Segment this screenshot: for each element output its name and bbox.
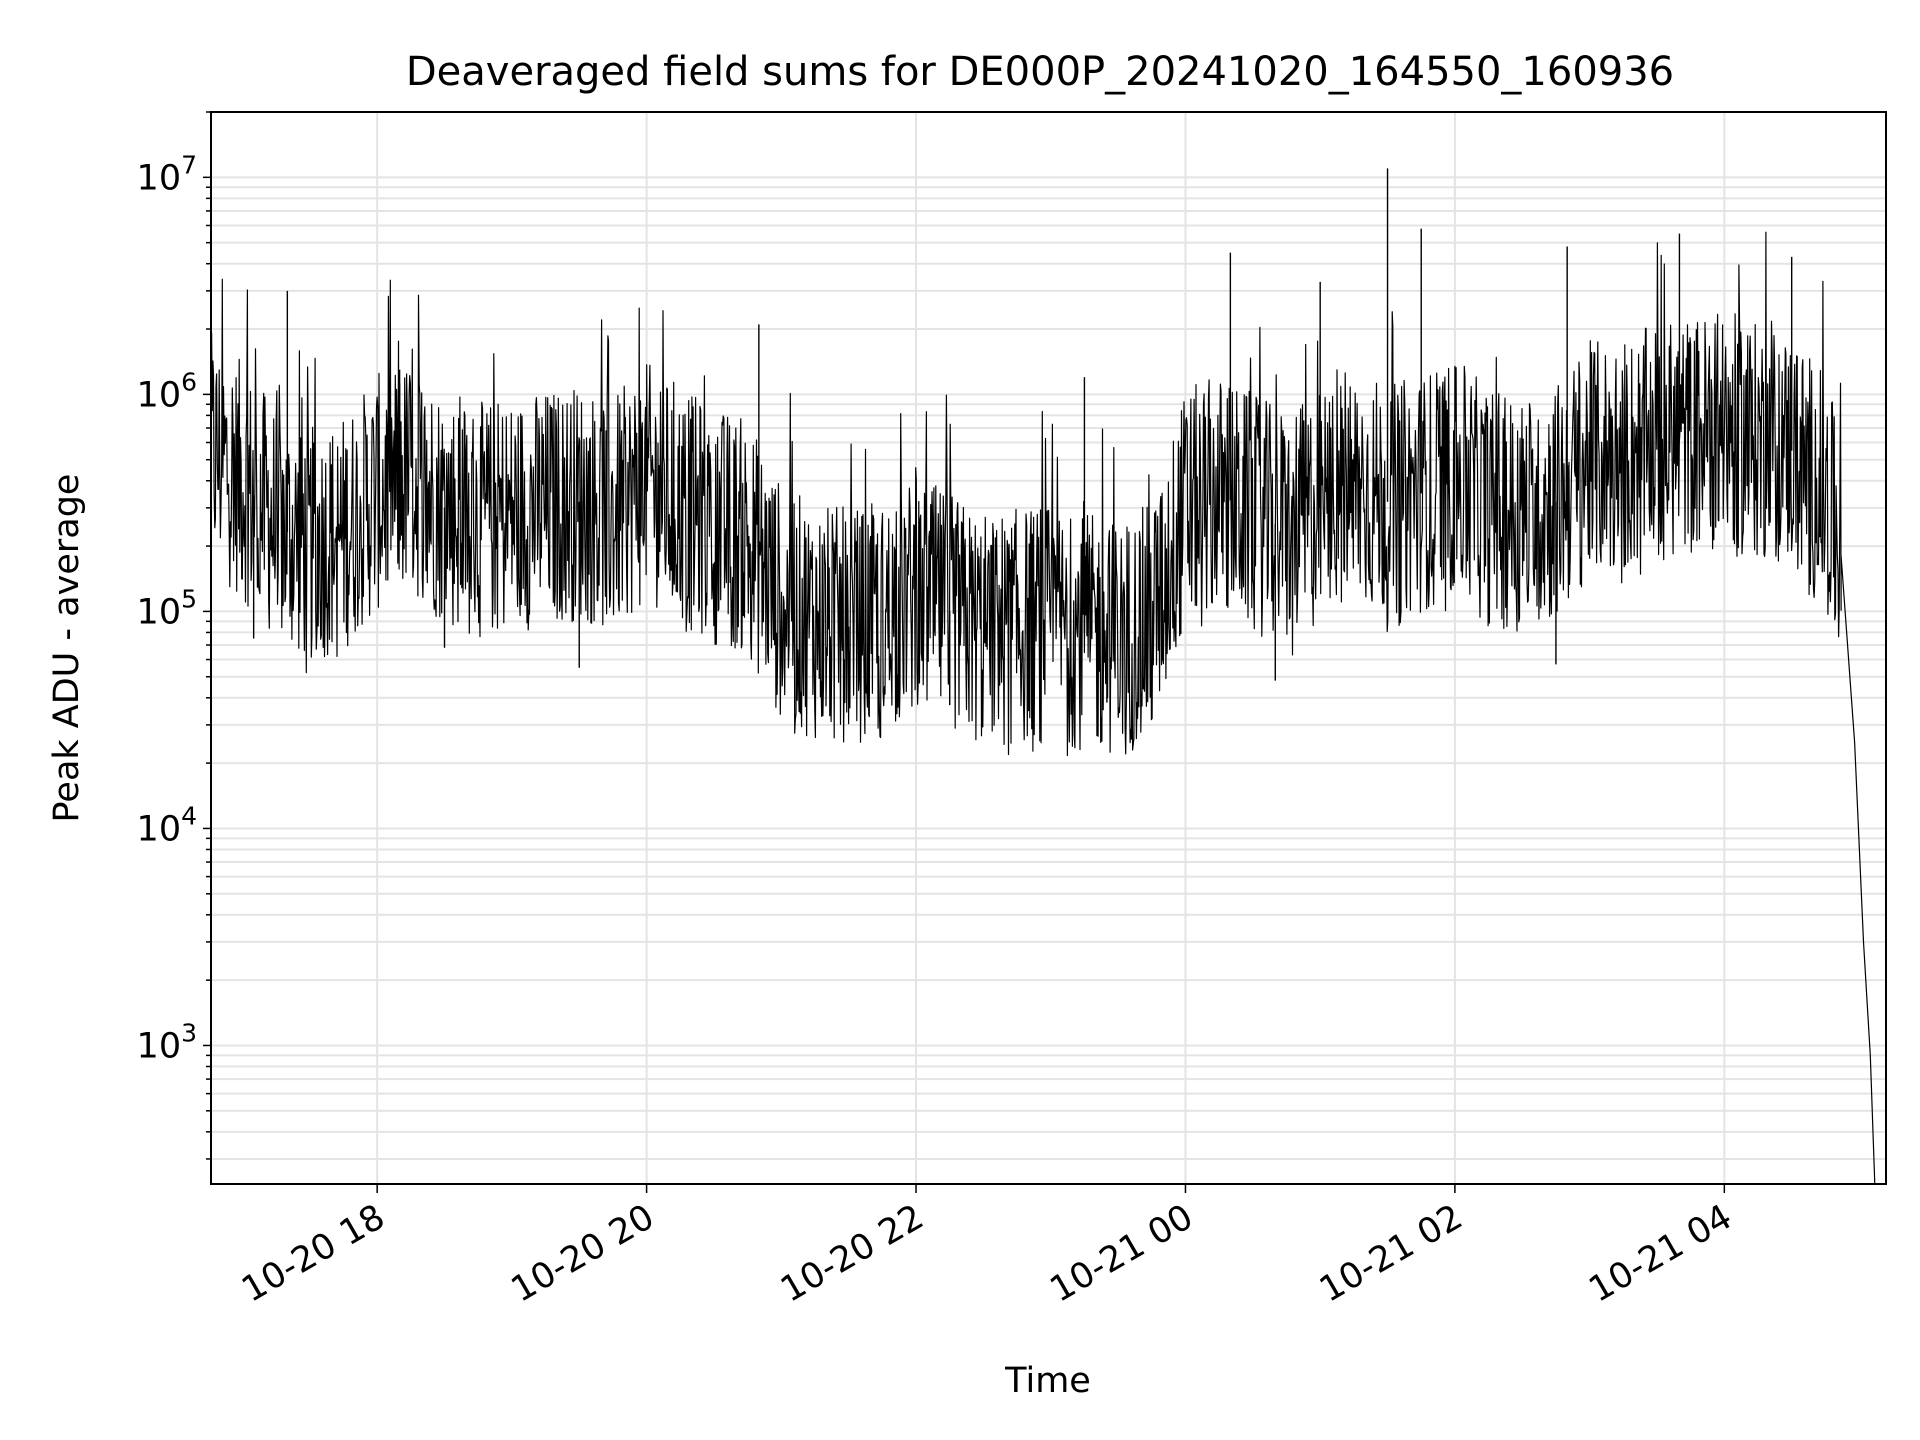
y-tick-label: 107 (137, 150, 197, 198)
chart-title: Deaveraged field sums for DE000P_2024102… (406, 49, 1674, 95)
y-tick-label: 104 (137, 801, 197, 849)
x-axis-label: Time (1004, 1361, 1091, 1401)
series-layer (210, 168, 1876, 1185)
series-line (210, 231, 1876, 1185)
y-tick-label: 106 (137, 367, 197, 415)
y-tick-label: 105 (137, 584, 197, 632)
y-axis-label: Peak ADU - average (47, 474, 87, 823)
grid (211, 111, 1886, 1184)
plot-frame (210, 111, 1887, 1185)
y-tick-label: 103 (137, 1018, 197, 1066)
